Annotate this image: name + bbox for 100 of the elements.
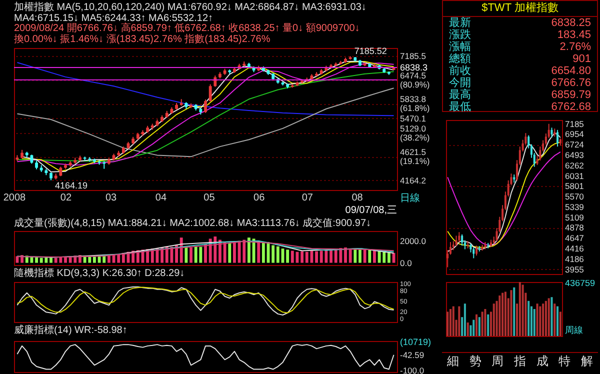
category-label: 周: [492, 353, 504, 370]
y-tick-label: 7185.5: [400, 51, 426, 62]
text: 436759: [565, 278, 596, 288]
bar: [502, 292, 504, 336]
bar: [472, 320, 475, 336]
text: 日線: [400, 193, 420, 204]
bar: [528, 300, 530, 336]
bar: [466, 322, 469, 336]
y-tick-label: 4621.5 (19.1%): [400, 147, 430, 166]
y-tick-label: 5129.0 (38.2%): [400, 123, 430, 142]
bar: [554, 304, 556, 336]
y-tick-label: 6493: [565, 150, 584, 160]
y-tick-label: 5339: [565, 202, 584, 212]
bar: [368, 249, 372, 263]
y-tick-label: 5470.1: [400, 113, 426, 124]
bar: [247, 238, 250, 263]
bar: [344, 247, 347, 263]
y-tick-label: 4647: [565, 233, 584, 244]
candlestick: [208, 84, 212, 102]
text: 6838.25: [551, 17, 591, 29]
y-tick-label: 5570: [565, 192, 584, 202]
text: 6766.76: [551, 77, 591, 89]
bar: [522, 284, 524, 336]
y-tick-label: 4416: [565, 244, 584, 254]
bar: [184, 246, 188, 263]
bar: [290, 250, 294, 263]
category-label: 最低: [449, 101, 471, 113]
chart-title: 隨機指標 KD(9,3,3) K:26.30↑ D:28.29↓: [14, 267, 185, 280]
bar: [452, 306, 454, 336]
ref-line-label: 6838.3: [400, 62, 428, 72]
bar: [300, 251, 304, 263]
y-tick-label: 5109: [565, 212, 584, 222]
category-label: 漲幅: [449, 41, 471, 53]
candlestick: [472, 246, 475, 259]
bar: [464, 304, 466, 336]
line-series: [16, 88, 394, 158]
bar: [536, 304, 538, 336]
text: 6859.79: [551, 89, 591, 101]
bar: [548, 298, 550, 336]
y-tick-label: 7185: [565, 118, 584, 129]
y-tick-label: 6474.5 (80.9%): [400, 70, 430, 90]
category-label: 漲跌: [449, 29, 471, 41]
bar: [518, 282, 521, 336]
bar: [305, 252, 308, 263]
text: 6654.80: [551, 65, 591, 77]
annotation: 7185.52: [354, 46, 387, 56]
bar: [242, 240, 246, 263]
text: 周線: [565, 325, 583, 335]
bar: [498, 296, 501, 336]
chart-title: 成交量(張數)(4,8,15) MA1:884.21↓ MA2:1002.68↓ MA3:1113.76↓ 成交值:900.97↓: [14, 217, 372, 229]
candlestick: [102, 160, 106, 170]
annotation: 4164.19: [55, 180, 88, 190]
bar: [272, 245, 275, 263]
bar: [539, 306, 542, 336]
text: 6762.68: [551, 101, 591, 113]
candlestick: [458, 232, 460, 243]
bar: [363, 250, 366, 263]
line-series: [16, 62, 394, 116]
bar: [484, 309, 486, 336]
chart-title: 威廉指標(14) WR:-58.98↑: [14, 324, 128, 336]
category-label: 前收: [449, 65, 471, 77]
bar: [204, 244, 207, 263]
text: $TWT 加權指數: [443, 1, 597, 17]
y-tick-label: -42.59: [400, 350, 424, 360]
bar: [458, 306, 460, 336]
bar: [556, 306, 559, 336]
category-label: 成: [536, 353, 548, 370]
candlestick: [550, 127, 553, 138]
category-label: 總額: [449, 53, 471, 65]
bar: [262, 242, 265, 263]
text: (10719): [400, 337, 432, 347]
y-tick-label: 6954: [565, 129, 584, 140]
category-label: 特: [558, 353, 571, 370]
candlestick: [556, 129, 559, 148]
text: 183.45: [557, 29, 591, 41]
x-tick-label: 06: [254, 192, 266, 204]
text: 901: [572, 53, 591, 65]
bar: [348, 248, 352, 263]
bar: [504, 292, 506, 336]
category-label: 今開: [449, 77, 471, 89]
bar: [373, 250, 376, 263]
bar: [233, 242, 236, 263]
candlestick: [476, 245, 478, 256]
y-tick-label: 4164.2: [400, 175, 426, 186]
bar: [354, 249, 357, 263]
candlestick: [204, 99, 207, 114]
x-tick-label: 2008: [3, 192, 26, 204]
candlestick: [466, 240, 469, 249]
category-label: 解: [580, 353, 593, 370]
bar: [559, 312, 562, 336]
y-tick-label: 0.0: [400, 258, 412, 268]
y-tick-label: 3955: [565, 264, 584, 274]
candlestick: [455, 235, 458, 247]
bar: [276, 246, 280, 263]
y-tick-label: 6031: [565, 170, 584, 181]
x-tick-label: 07: [302, 192, 314, 204]
bar: [446, 312, 449, 336]
category-label: 最新: [449, 17, 471, 29]
bar: [286, 250, 290, 263]
x-tick-label: 08: [352, 192, 364, 204]
